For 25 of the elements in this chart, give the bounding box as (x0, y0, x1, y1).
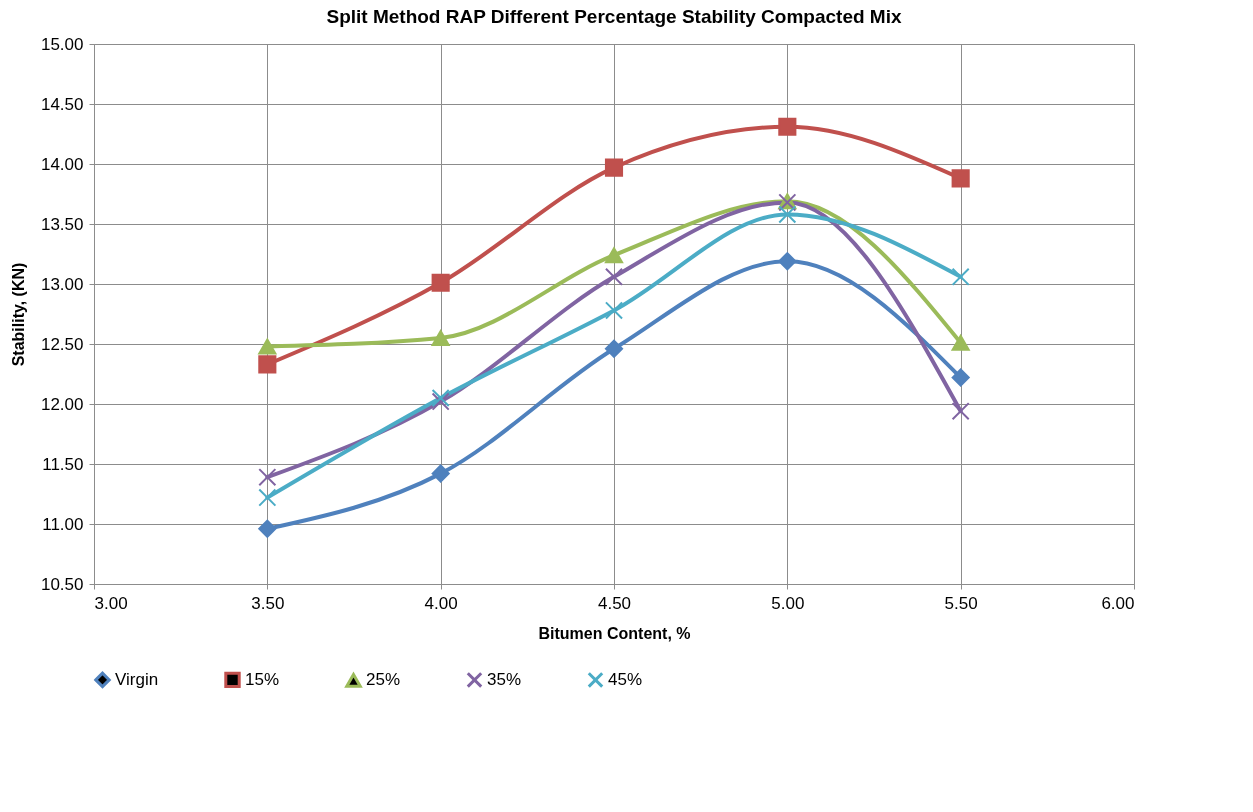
x-tick-label: 6.00 (1101, 593, 1135, 613)
x-tick-label: 4.50 (597, 593, 632, 613)
x-axis-title: Bitumen Content, % (538, 624, 691, 642)
y-tick-label: 14.50 (40, 94, 84, 114)
y-tick-label: 11.00 (42, 514, 84, 534)
chart-title: Split Method RAP Different Percentage Stability Compacted Mix (326, 6, 902, 27)
y-tick-label: 10.50 (40, 574, 84, 594)
x-tick-label: 4.00 (424, 593, 458, 613)
legend-label: 45% (608, 669, 643, 689)
x-tick-label: 5.50 (944, 593, 978, 613)
y-tick-label: 12.00 (40, 394, 84, 414)
x-tick-label: 5.00 (771, 593, 805, 613)
legend-label: 15% (245, 669, 280, 689)
x-tick-label: 3.50 (251, 593, 285, 613)
legend-label: Virgin (115, 669, 159, 689)
y-tick-label: 13.00 (40, 274, 84, 294)
legend-label: 35% (487, 669, 522, 689)
y-axis-title: Stability, (KN) (9, 262, 27, 367)
y-tick-label: 12.50 (40, 334, 84, 354)
y-tick-label: 11.50 (42, 454, 84, 474)
y-tick-label: 15.00 (40, 34, 84, 54)
y-tick-label: 13.50 (40, 214, 84, 234)
legend-label: 25% (366, 670, 401, 690)
y-tick-label: 14.00 (40, 154, 84, 174)
x-tick-label: 3.00 (94, 593, 128, 613)
